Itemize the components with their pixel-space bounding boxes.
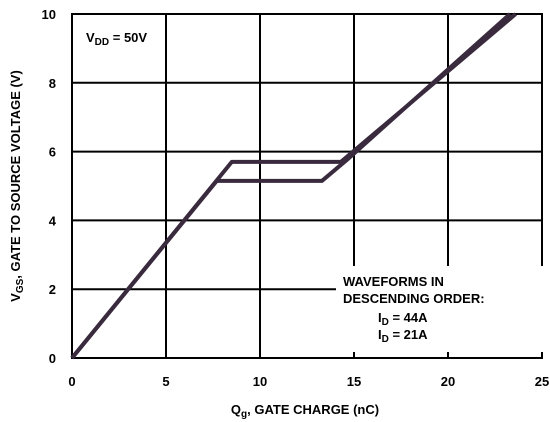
x-tick-label: 25 bbox=[535, 374, 549, 389]
x-axis-label: Qg, GATE CHARGE (nC) bbox=[231, 402, 379, 420]
waveforms-box bbox=[336, 266, 544, 352]
x-tick-labels: 0 5 10 15 20 25 bbox=[68, 374, 549, 389]
x-tick-label: 0 bbox=[68, 374, 75, 389]
waveforms-line-1: WAVEFORMS IN bbox=[343, 274, 444, 289]
x-tick-label: 15 bbox=[347, 374, 361, 389]
x-tick-label: 10 bbox=[253, 374, 267, 389]
series-line-2 bbox=[70, 12, 512, 360]
y-tick-label: 0 bbox=[49, 351, 56, 366]
y-tick-label: 6 bbox=[49, 145, 56, 160]
x-tick-label: 20 bbox=[441, 374, 455, 389]
vdd-box bbox=[76, 18, 162, 54]
id-21a-label: ID = 21A bbox=[378, 327, 428, 345]
plot-frame bbox=[71, 13, 543, 359]
y-tick-label: 10 bbox=[42, 7, 56, 22]
y-axis-label: VGS, GATE TO SOURCE VOLTAGE (V) bbox=[8, 70, 26, 302]
y-tick-labels: 0 2 4 6 8 10 bbox=[42, 7, 57, 366]
y-tick-label: 8 bbox=[49, 76, 56, 91]
x-tick-label: 5 bbox=[162, 374, 169, 389]
y-tick-label: 4 bbox=[49, 213, 57, 228]
waveforms-line-2: DESCENDING ORDER: bbox=[343, 291, 485, 306]
series-layer bbox=[70, 12, 517, 360]
y-tick-label: 2 bbox=[49, 282, 56, 297]
id-44a-label: ID = 44A bbox=[378, 310, 428, 328]
vdd-annotation: VDD = 50V bbox=[86, 30, 147, 48]
